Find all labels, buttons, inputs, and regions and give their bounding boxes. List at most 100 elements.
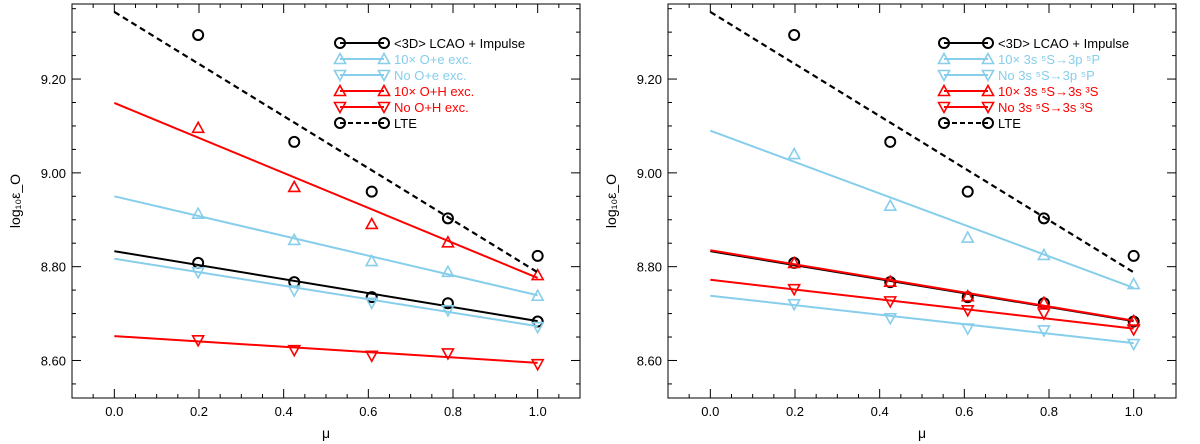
panel1-legend-marker [937,83,951,97]
panel0-data-point [191,266,206,280]
panel1-data-point [883,312,898,326]
panel0-data-point [441,235,455,248]
panel0-legend-label: 10× O+H exc. [394,84,474,99]
panel1-data-point [787,146,802,160]
panel1-data-point [1126,338,1141,352]
panel0-legend-marker [333,83,347,97]
panel0-legend-label: No O+e exc. [394,68,467,83]
panel1-ytick-label: 9.20 [637,72,662,87]
panel0-x-axis-title: μ [322,425,330,441]
panel0-data-point [530,321,545,335]
panel0-xtick-label: 0.2 [190,404,208,419]
panel0-legend-item: LTE [334,116,417,131]
panel0-data-point [530,267,545,281]
panel0-series-fit-line [113,11,539,274]
panel1-legend-item: <3D> LCAO + Impulse [938,36,1129,51]
panel1-legend-marker [982,117,994,129]
panel0-ytick-label: 8.60 [41,353,66,368]
panel1-legend-item: 10× 3s ⁵S→3p ⁵P [937,51,1100,67]
panel1-data-point [1037,295,1051,309]
panel1-legend-marker [937,101,951,115]
panel0-data-point [364,253,379,267]
panel0-data-point [287,232,302,246]
panel0-legend-item: 10× O+e exc. [333,51,472,67]
panel0-data-point [531,249,544,262]
panel0-data-point [441,304,455,318]
panel0-data-point [441,348,455,361]
panel1-data-point [1037,247,1051,261]
panel0-data-point [531,315,544,328]
panel0-legend-item: <3D> LCAO + Impulse [334,36,525,51]
panel1-xtick-label: 0.6 [955,404,973,419]
panel1-data-point [787,283,802,297]
panel0-series-fit-line [114,257,538,328]
panel1-data-point [1127,249,1140,262]
panel1-xtick-label: 1.0 [1125,404,1143,419]
panel1-legend-marker [937,51,951,65]
panel0-legend-marker [377,101,391,115]
panel1-legend-label: LTE [998,116,1021,131]
panel0-data-point [192,28,205,41]
panel0-xtick-label: 1.0 [529,404,547,419]
panel1-legend-marker [981,101,995,115]
panel0-data-point [287,179,302,193]
panel1-series-10-3s-s-3s-s [710,249,1141,327]
panel1-legend-label: No 3s ⁵S→3s ³S [998,100,1093,115]
panel1-data-point [1037,212,1050,225]
panel1-data-point [960,304,975,318]
panel0-series-no-o-e-exc [114,257,545,335]
panel0-data-point [191,206,206,219]
panel0-series-fit-line [114,335,538,364]
panel1-data-point [883,198,898,211]
panel1-data-point [1126,276,1141,290]
panel1-series-3d-lcao-impulse [710,250,1140,328]
panel1-data-point [960,230,975,243]
panel1-legend-marker [982,37,994,49]
panel1-data-point [960,289,975,302]
panel0-legend-item: 10× O+H exc. [333,83,474,99]
panel0-legend-label: 10× O+e exc. [394,52,472,67]
panel1-legend-marker [938,117,950,129]
panel0-xtick-label: 0.0 [105,404,123,419]
panel1-legend-label: <3D> LCAO + Impulse [998,36,1129,51]
panel0-legend-marker [333,101,347,115]
panel0-data-point [441,212,454,225]
panel1-data-point [883,274,898,287]
panel1-data-point [787,255,802,269]
panel1-data-point [787,298,802,312]
panel-right: 0.0 0.2 0.4 0.6 0.8 1.0 8.60 8.80 9.00 9.20 μ log₁₀… [603,3,1177,441]
panel1-data-point [883,296,898,309]
panel1-series-no-3s-s-3s-s [710,278,1141,337]
panel1-legend-item: No 3s ⁵S→3s ³S [937,100,1093,115]
panel1-legend-marker [981,51,995,65]
panel0-data-point [530,358,545,372]
panel1-legend-item: LTE [938,116,1021,131]
panel0-data-point [441,297,454,310]
panel0-ytick-label: 9.20 [41,72,66,87]
panel1-legend-label: No 3s ⁵S→3p ⁵P [998,68,1095,83]
panel1-series-fit-line [710,278,1134,330]
panel0-ytick-label: 8.80 [41,260,66,275]
panel1-legend-marker [981,83,995,97]
panel1-series-fit-line [710,249,1134,322]
panel0-series-fit-line [114,195,538,297]
panel1-data-point [961,185,974,198]
panel1-legend-item: 10× 3s ⁵S→3s ³S [937,83,1099,99]
panel1-plot-area [709,11,1141,352]
panel0-series-3d-lcao-impulse [114,250,544,328]
panel1-legend-marker [981,69,995,83]
panel0-xtick-label: 0.6 [359,404,377,419]
panel0-series-10-o-h-exc [113,102,545,281]
panel0-xtick-label: 0.4 [275,404,293,419]
panel0-data-point [365,185,378,198]
panel0-xtick-label: 0.8 [444,404,462,419]
panel0-legend-marker [333,69,347,83]
panel0-data-point [364,216,379,230]
panel1-ytick-label: 8.80 [637,260,662,275]
panel1-data-point [1037,325,1051,338]
panel0-ytick-label: 9.00 [41,166,66,181]
panel1-legend-marker [938,37,950,49]
panel0-legend-marker [378,117,390,129]
